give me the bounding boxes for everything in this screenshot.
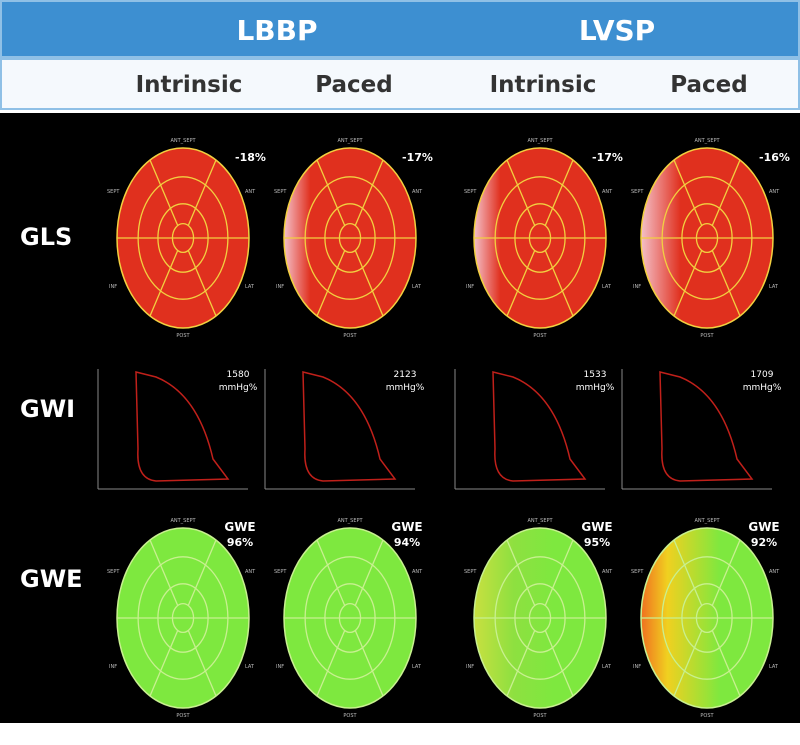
- segment-label: POST: [176, 713, 190, 719]
- segment-label: SEPT: [464, 569, 477, 575]
- subheader-lvsp-intrinsic: Intrinsic: [489, 72, 597, 98]
- pressure-strain-loop: [659, 371, 754, 482]
- gwi-unit: mmHg%: [743, 383, 782, 393]
- segment-label: INF: [633, 664, 641, 670]
- gls-value: -18%: [235, 151, 266, 164]
- segment-label: INF: [633, 284, 641, 290]
- gls-bullseye: ANT_SEPT POST SEPT ANT INF LAT: [274, 138, 423, 339]
- gls-value: -17%: [592, 151, 623, 164]
- segment-label: INF: [276, 284, 284, 290]
- segment-label: LAT: [769, 284, 779, 290]
- segment-label: ANT_SEPT: [337, 518, 363, 524]
- row-label-gwi: GWI: [20, 395, 76, 423]
- gwi-loop-plot: 1580 mmHg%: [97, 369, 258, 490]
- subheader-lvsp-paced: Paced: [670, 72, 748, 98]
- segment-label: POST: [533, 713, 547, 719]
- row-label-gls: GLS: [20, 223, 73, 251]
- segment-label: LAT: [602, 284, 612, 290]
- gwi-value: 1533: [584, 370, 607, 380]
- gwe-label: GWE: [391, 520, 422, 534]
- gls-bullseye: ANT_SEPT POST SEPT ANT INF LAT: [107, 138, 256, 339]
- segment-label: POST: [533, 333, 547, 339]
- segment-label: LAT: [245, 284, 255, 290]
- segment-label: INF: [466, 664, 474, 670]
- segment-label: POST: [700, 333, 714, 339]
- segment-label: LAT: [769, 664, 779, 670]
- segment-label: SEPT: [274, 569, 287, 575]
- segment-label: POST: [343, 713, 357, 719]
- segment-label: ANT_SEPT: [170, 138, 196, 144]
- gls-bullseye: ANT_SEPT POST SEPT ANT INF LAT: [464, 138, 613, 339]
- gwi-loop-plot: 1709 mmHg%: [621, 369, 782, 490]
- segment-label: ANT: [245, 569, 256, 575]
- group-header-bar: LBBP LVSP: [0, 0, 800, 58]
- segment-label: INF: [276, 664, 284, 670]
- segment-label: LAT: [245, 664, 255, 670]
- segment-label: INF: [109, 284, 117, 290]
- gwe-label: GWE: [581, 520, 612, 534]
- pressure-strain-loop: [302, 371, 397, 482]
- subheader-lbbp-intrinsic: Intrinsic: [135, 72, 243, 98]
- segment-label: ANT: [769, 569, 780, 575]
- segment-label: SEPT: [631, 569, 644, 575]
- segment-label: LAT: [412, 284, 422, 290]
- gwi-unit: mmHg%: [219, 383, 258, 393]
- segment-label: ANT_SEPT: [527, 138, 553, 144]
- figure-graphics: ANT_SEPT POST SEPT ANT INF LAT -18% 1580 mmHg% AN…: [97, 138, 790, 719]
- gwe-bullseye: ANT_SEPT POST SEPT ANT INF LAT: [631, 518, 780, 719]
- segment-label: SEPT: [274, 189, 287, 195]
- gwe-value: 94%: [394, 536, 420, 549]
- segment-label: INF: [466, 284, 474, 290]
- gwi-unit: mmHg%: [386, 383, 425, 393]
- segment-label: POST: [343, 333, 357, 339]
- pressure-strain-loop: [492, 371, 587, 482]
- subheader-bar: Intrinsic Paced Intrinsic Paced: [0, 58, 800, 110]
- gwi-value: 2123: [394, 370, 417, 380]
- segment-label: POST: [700, 713, 714, 719]
- gwi-value: 1709: [751, 370, 774, 380]
- segment-label: LAT: [602, 664, 612, 670]
- segment-label: ANT: [602, 569, 613, 575]
- gwi-unit: mmHg%: [576, 383, 615, 393]
- gls-value: -16%: [759, 151, 790, 164]
- figure-panel: GLS GWI GWE ANT_SEPT POST SEPT ANT INF LAT -18…: [0, 113, 800, 723]
- segment-label: LAT: [412, 664, 422, 670]
- gwi-loop-plot: 1533 mmHg%: [454, 369, 615, 490]
- gls-bullseye: ANT_SEPT POST SEPT ANT INF LAT: [631, 138, 780, 339]
- segment-label: ANT: [602, 189, 613, 195]
- gwe-bullseye: ANT_SEPT POST SEPT ANT INF LAT: [274, 518, 423, 719]
- segment-label: ANT_SEPT: [337, 138, 363, 144]
- gwe-value: 92%: [751, 536, 777, 549]
- gwe-label: GWE: [224, 520, 255, 534]
- row-label-gwe: GWE: [20, 565, 83, 593]
- segment-label: SEPT: [107, 569, 120, 575]
- segment-label: SEPT: [631, 189, 644, 195]
- group-lbbp: LBBP: [236, 14, 318, 47]
- segment-label: ANT_SEPT: [170, 518, 196, 524]
- gwe-label: GWE: [748, 520, 779, 534]
- gwi-loop-plot: 2123 mmHg%: [264, 369, 425, 490]
- segment-label: SEPT: [464, 189, 477, 195]
- pressure-strain-loop: [135, 371, 230, 482]
- segment-label: ANT: [245, 189, 256, 195]
- gwe-bullseye: ANT_SEPT POST SEPT ANT INF LAT: [107, 518, 256, 719]
- segment-label: ANT: [412, 569, 423, 575]
- segment-label: ANT_SEPT: [527, 518, 553, 524]
- segment-label: ANT: [769, 189, 780, 195]
- segment-label: INF: [109, 664, 117, 670]
- segment-label: ANT: [412, 189, 423, 195]
- gwe-bullseye: ANT_SEPT POST SEPT ANT INF LAT: [464, 518, 613, 719]
- gwe-value: 96%: [227, 536, 253, 549]
- subheader-lbbp-paced: Paced: [315, 72, 393, 98]
- segment-label: SEPT: [107, 189, 120, 195]
- segment-label: ANT_SEPT: [694, 138, 720, 144]
- gwe-value: 95%: [584, 536, 610, 549]
- gwi-value: 1580: [227, 370, 250, 380]
- group-lvsp: LVSP: [578, 14, 656, 47]
- gls-value: -17%: [402, 151, 433, 164]
- segment-label: POST: [176, 333, 190, 339]
- segment-label: ANT_SEPT: [694, 518, 720, 524]
